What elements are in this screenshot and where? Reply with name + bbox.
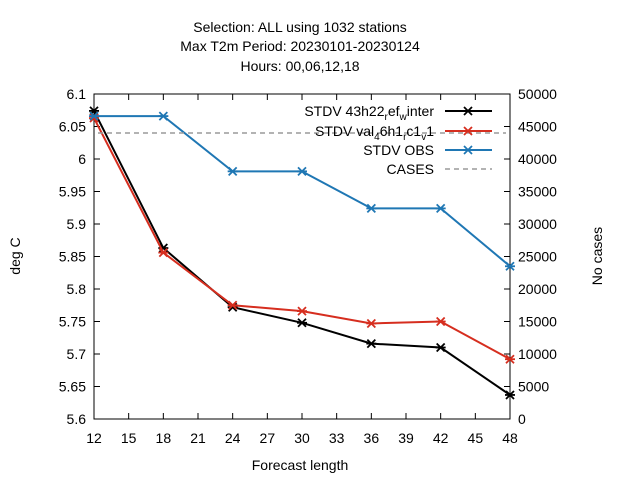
y2-tick-label: 5000 xyxy=(518,379,549,395)
y2-tick-label: 30000 xyxy=(518,216,557,232)
x-tick-label: 18 xyxy=(156,430,172,446)
data-point-marker xyxy=(463,126,473,136)
x-tick-label: 48 xyxy=(502,430,518,446)
y-tick-label: 6 xyxy=(78,151,86,167)
data-point-marker xyxy=(227,300,238,310)
title-line-1: Selection: ALL using 1032 stations xyxy=(193,19,407,35)
x-tick-label: 45 xyxy=(468,430,484,446)
y2-tick-label: 35000 xyxy=(518,184,557,200)
x-tick-label: 30 xyxy=(294,430,310,446)
y-tick-label: 5.75 xyxy=(59,314,86,330)
legend-label-2: STDV OBS xyxy=(363,142,434,158)
y-tick-label: 5.95 xyxy=(59,184,86,200)
x-tick-label: 39 xyxy=(398,430,414,446)
data-point-marker xyxy=(435,316,446,327)
y2-tick-label: 45000 xyxy=(518,119,557,135)
plot-area-frame xyxy=(93,93,511,420)
data-point-marker xyxy=(505,390,515,400)
data-point-marker xyxy=(227,166,238,176)
y-tick-label: 5.85 xyxy=(59,249,86,265)
data-point-marker xyxy=(463,106,473,116)
title-line-3: Hours: 00,06,12,18 xyxy=(240,58,359,74)
y-tick-label: 5.7 xyxy=(67,346,87,362)
title-line-2: Max T2m Period: 20230101-20230124 xyxy=(180,38,420,54)
x-tick-label: 21 xyxy=(190,430,206,446)
data-point-marker xyxy=(435,342,446,353)
data-point-marker xyxy=(297,306,307,316)
y2-tick-label: 10000 xyxy=(518,346,557,362)
series-line-0 xyxy=(93,110,511,396)
x-tick-label: 24 xyxy=(225,430,241,446)
x-tick-label: 36 xyxy=(364,430,380,446)
y2-tick-label: 40000 xyxy=(518,151,557,167)
data-point-marker xyxy=(435,203,446,214)
data-point-marker xyxy=(297,318,307,328)
y-tick-label: 5.8 xyxy=(67,281,87,297)
x-axis-label: Forecast length xyxy=(252,457,349,473)
data-point-marker xyxy=(505,261,515,271)
y2-tick-label: 25000 xyxy=(518,249,557,265)
data-point-marker xyxy=(158,111,169,121)
y2-tick-label: 0 xyxy=(518,411,526,427)
x-tick-label: 27 xyxy=(260,430,276,446)
data-point-marker xyxy=(366,318,377,329)
y2-axis-label: No cases xyxy=(589,227,605,285)
axis-ticks: 12 15 18 21 24 27 30 33 36 39 42 45 48 5.6 5.65 5.7 5.75… xyxy=(59,86,557,446)
data-point-marker xyxy=(366,203,377,214)
data-point-marker xyxy=(89,111,99,121)
data-point-marker xyxy=(505,354,515,364)
y-tick-label: 5.6 xyxy=(67,411,87,427)
y2-tick-label: 50000 xyxy=(518,86,557,102)
y2-tick-label: 20000 xyxy=(518,281,557,297)
legend-label-3: CASES xyxy=(387,161,434,177)
y-tick-label: 5.65 xyxy=(59,379,86,395)
y2-tick-label: 15000 xyxy=(518,314,557,330)
series-line-2 xyxy=(94,115,511,268)
data-point-marker xyxy=(366,338,377,349)
x-tick-label: 42 xyxy=(433,430,449,446)
series-layer xyxy=(89,106,515,400)
y-tick-label: 6.1 xyxy=(67,86,87,102)
data-point-marker xyxy=(463,145,473,155)
x-tick-label: 15 xyxy=(121,430,137,446)
y-tick-label: 5.9 xyxy=(67,216,87,232)
data-point-marker xyxy=(297,166,307,176)
legend-label-0: STDV 43h22refwinter xyxy=(304,103,434,123)
legend-label-1: STDV val46h1rc1v1 xyxy=(315,123,434,143)
chart-title: Selection: ALL using 1032 stations Max T… xyxy=(180,19,420,74)
x-tick-label: 12 xyxy=(86,430,102,446)
x-tick-label: 33 xyxy=(329,430,345,446)
data-point-marker xyxy=(158,247,169,258)
y-axis-label: deg C xyxy=(7,237,23,274)
y-tick-label: 6.05 xyxy=(59,119,86,135)
